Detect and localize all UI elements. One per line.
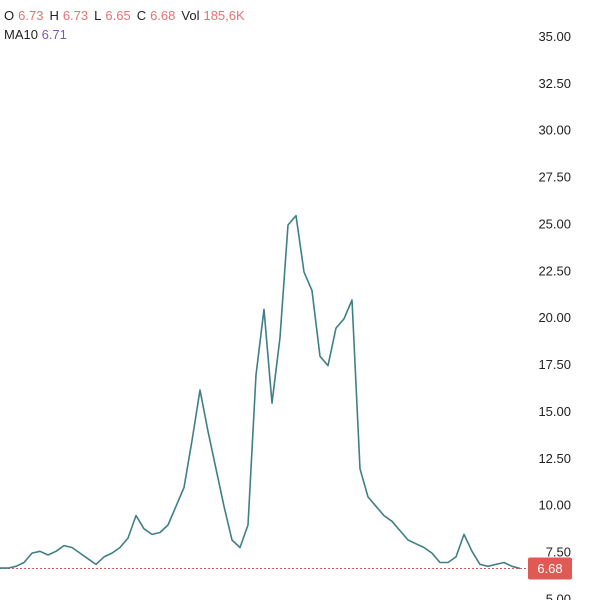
y-tick-label: 20.00 <box>538 310 571 325</box>
price-line <box>0 214 521 570</box>
field-label: O <box>4 8 15 23</box>
last-price-box <box>528 557 572 580</box>
last-price-label: 6.68 <box>537 561 562 576</box>
y-tick-label: 32.50 <box>538 76 571 91</box>
y-tick-label: 7.50 <box>546 545 571 560</box>
field-label: H <box>49 8 59 23</box>
field-label: L <box>94 8 102 23</box>
y-tick-label: 17.50 <box>538 357 571 372</box>
ma-value: 6.71 <box>41 27 67 42</box>
y-tick-label: 10.00 <box>538 498 571 513</box>
field-value: 6.68 <box>150 8 176 23</box>
field-value: 6.65 <box>105 8 131 23</box>
y-tick-label: 27.50 <box>538 170 571 185</box>
y-tick-label: 22.50 <box>538 263 571 278</box>
field-value: 6.73 <box>62 8 89 23</box>
field-label: Vol <box>181 8 200 23</box>
y-tick-label: 25.00 <box>538 216 571 231</box>
y-tick-label: 12.50 <box>538 451 571 466</box>
y-tick-label: 30.00 <box>538 123 571 138</box>
field-value: 6.73 <box>18 8 44 23</box>
field-value: 185,6K <box>203 8 245 23</box>
y-tick-label: 5.00 <box>546 591 571 600</box>
ma-label: MA10 <box>4 27 38 42</box>
y-tick-label: 15.00 <box>538 404 571 419</box>
ma-header: MA10 6.71 <box>4 27 67 42</box>
ohlc-header: O 6.73 H 6.73 L 6.65 C 6.68 Vol 185,6K <box>4 8 251 23</box>
field-label: C <box>136 8 147 23</box>
y-tick-label: 35.00 <box>538 29 571 44</box>
